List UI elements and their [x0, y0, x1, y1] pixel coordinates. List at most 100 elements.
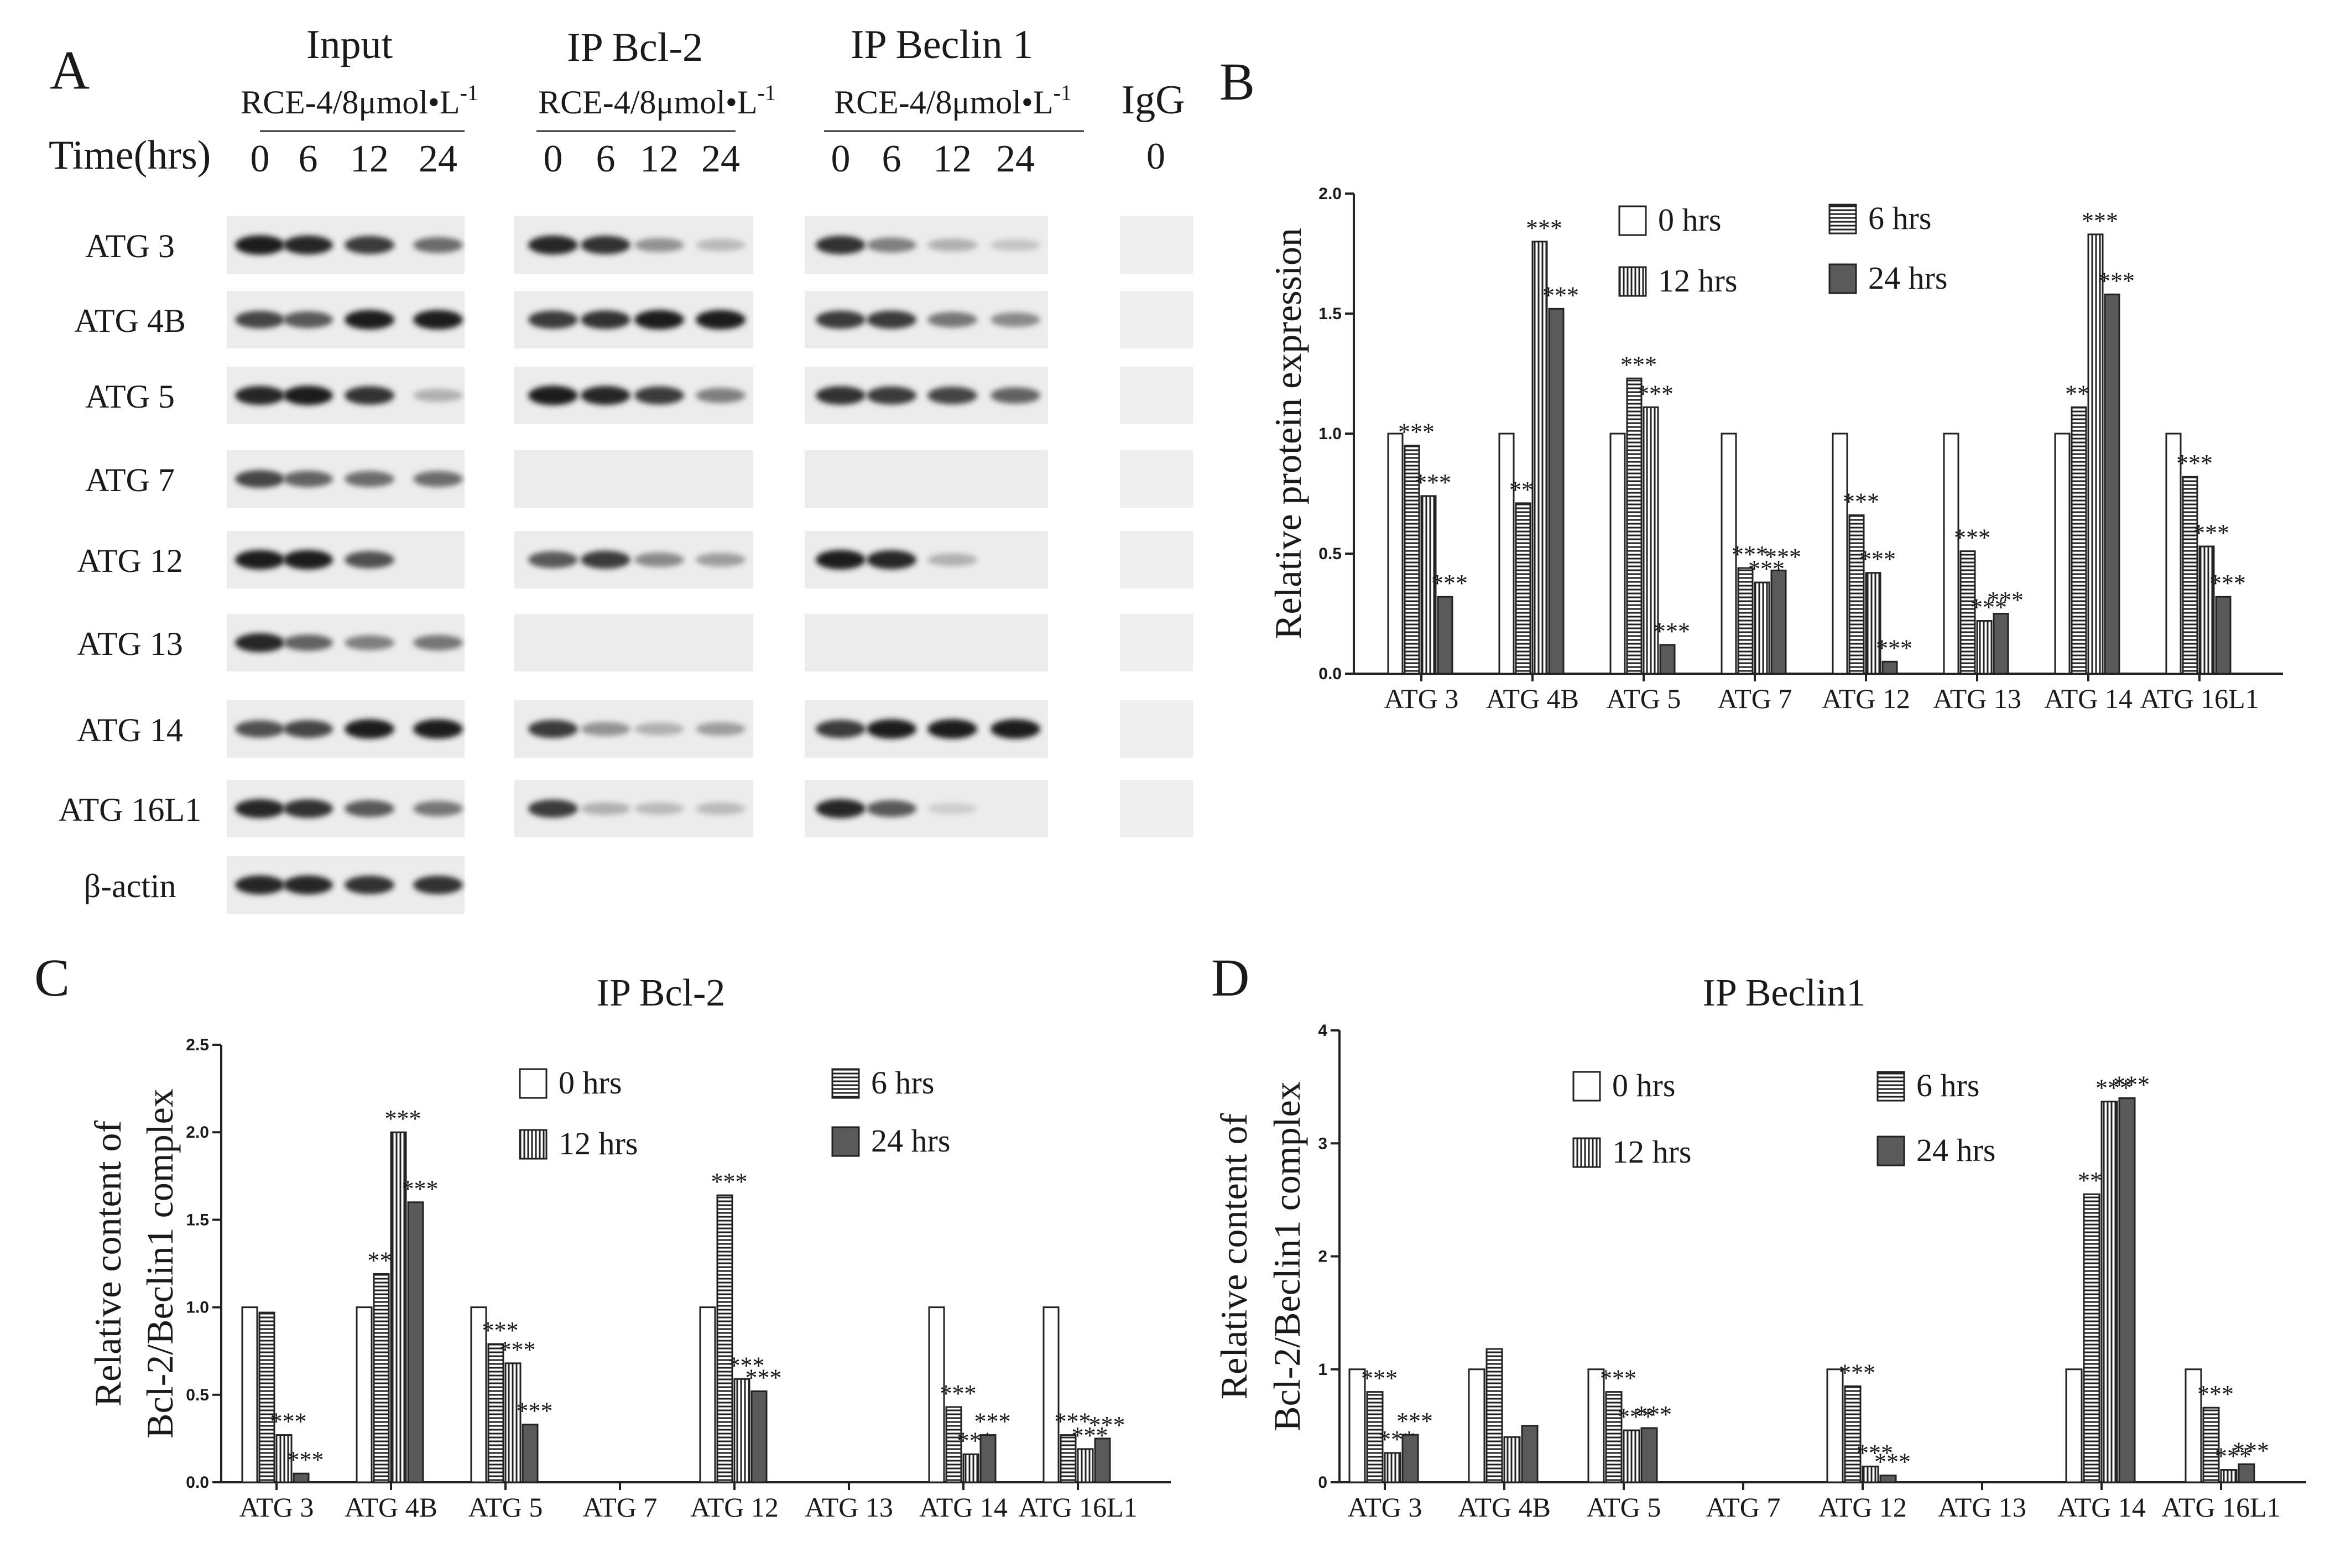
x-tick-label: ATG 14 [2044, 683, 2133, 714]
blot-row-label: ATG 16L1 [59, 791, 201, 828]
significance-mark: *** [1839, 1359, 1875, 1386]
blot-band [581, 722, 630, 736]
blot-band [696, 802, 746, 815]
bar [1943, 433, 1959, 675]
blot-band [283, 550, 333, 570]
blot-row-label: β-actin [84, 868, 176, 904]
blot-band [283, 720, 333, 738]
significance-mark: *** [711, 1168, 748, 1195]
legend-label: 12 hrs [1612, 1134, 1691, 1170]
significance-mark: *** [1876, 634, 1912, 661]
significance-mark: *** [517, 1398, 553, 1425]
blot-band [816, 386, 866, 405]
x-tick-label: ATG 5 [1607, 683, 1681, 714]
significance-mark: *** [1654, 618, 1690, 645]
bar [1832, 433, 1848, 675]
bar [1865, 572, 1881, 675]
significance-mark: *** [940, 1380, 977, 1407]
x-tick-label: ATG 3 [239, 1492, 314, 1523]
x-tick-label: ATG 12 [1822, 683, 1910, 714]
significance-mark: *** [1954, 524, 1990, 551]
blot-strips [227, 216, 1193, 914]
x-tick-label: ATG 5 [1587, 1492, 1661, 1523]
treatment-sup: -1 [758, 80, 776, 105]
legend-label: 24 hrs [1916, 1132, 1995, 1168]
significance-mark: *** [1526, 215, 1562, 242]
bar [2185, 1368, 2202, 1483]
bar [962, 1453, 979, 1483]
bar [390, 1131, 407, 1483]
blot-band [413, 237, 463, 253]
blot-band [634, 310, 684, 330]
bar [1468, 1368, 1485, 1483]
significance-mark: *** [1987, 587, 2024, 614]
igg-strip [1120, 780, 1193, 837]
blot-band [413, 719, 463, 739]
time-label: 6 [596, 138, 616, 180]
igg-time-label: 0 [1146, 135, 1165, 177]
igg-strip [1120, 216, 1193, 274]
x-tick-label: ATG 3 [1384, 683, 1459, 714]
blot-row-label: ATG 4B [74, 303, 186, 339]
significance-mark: *** [482, 1317, 519, 1344]
time-label: 0 [544, 138, 563, 180]
panel-a-letter: A [50, 39, 90, 101]
bar [1737, 567, 1754, 675]
significance-mark: *** [402, 1175, 439, 1202]
bar [733, 1378, 750, 1483]
chart-title: IP Beclin1 [1703, 972, 1866, 1014]
time-axis-label: Time(hrs) [49, 133, 211, 178]
y-axis-label: Bcl-2/Beclin1 complex [1266, 1081, 1308, 1431]
significance-mark: *** [2193, 519, 2229, 546]
x-tick-label: ATG 16L1 [2140, 683, 2259, 714]
blot-strip [514, 614, 753, 671]
igg-strip [1120, 450, 1193, 508]
treatment-label: RCE-4/8μmol•L-1 [241, 80, 478, 121]
blot-band [816, 236, 866, 254]
bar [373, 1273, 390, 1483]
blot-band [867, 310, 916, 329]
significance-mark: *** [1396, 1408, 1433, 1435]
y-tick-label: 2.0 [1318, 185, 1342, 203]
blot-band [991, 312, 1040, 327]
significance-mark: *** [1089, 1411, 1125, 1439]
bar [407, 1201, 424, 1483]
y-tick-label: 1.0 [186, 1299, 209, 1317]
blot-strip [514, 450, 753, 508]
legend-label: 6 hrs [1868, 200, 1931, 236]
bar [1959, 550, 1976, 675]
time-label: 0 [251, 138, 270, 180]
panel-c-chart: C IP Bcl-2 Relative content of Bcl-2/Beclin… [34, 948, 1171, 1523]
significance-mark: *** [2209, 570, 2246, 597]
y-tick-label: 0.5 [186, 1386, 209, 1404]
bar [356, 1306, 373, 1483]
blot-band [345, 635, 394, 650]
y-tick-label: 2 [1318, 1248, 1327, 1266]
blot-band [816, 799, 866, 819]
legend-swatch [519, 1129, 548, 1160]
bar [2238, 1463, 2255, 1483]
panel-d-chart: D IP Beclin1 Relative content of Bcl-2/Becl… [1211, 948, 2306, 1523]
blot-band [235, 386, 285, 405]
significance-mark: *** [2113, 1071, 2150, 1098]
bar [699, 1306, 716, 1483]
bar [2071, 406, 2087, 675]
blot-band [528, 799, 578, 818]
blot-band [345, 800, 394, 817]
bar [1844, 1385, 1862, 1483]
blot-band [696, 553, 746, 567]
bar [1042, 1306, 1060, 1483]
bar [487, 1343, 504, 1483]
blot-band [867, 237, 916, 253]
legend-label: 0 hrs [1612, 1067, 1675, 1103]
blot-strip [805, 614, 1048, 671]
legend-label: 0 hrs [1658, 202, 1721, 238]
blot-band [413, 801, 463, 816]
blot-row-label: ATG 14 [77, 712, 183, 748]
significance-mark: *** [2095, 1075, 2132, 1102]
bar [2104, 293, 2120, 675]
bar [1521, 1425, 1539, 1483]
panel-letter: C [34, 948, 70, 1007]
header-ip-bcl2: IP Bcl-2 [567, 25, 703, 70]
legend-swatch [519, 1068, 548, 1099]
